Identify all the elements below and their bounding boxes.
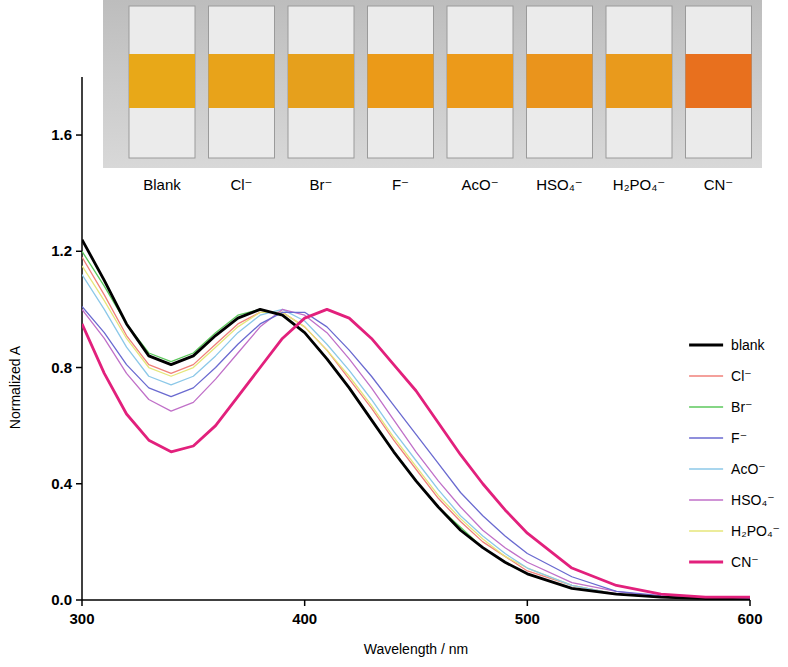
x-tick-label: 400 [292,610,317,627]
y-tick [76,251,82,253]
sensor-film [447,54,513,108]
photo-label: F⁻ [392,176,409,193]
x-tick [81,600,83,606]
spectrum-line [82,251,750,600]
x-tick [749,600,751,606]
plot-lines [82,240,750,600]
x-tick [527,600,529,606]
legend-label: Br⁻ [731,399,752,415]
legend-label: AcO⁻ [731,461,766,477]
sensor-film [129,54,195,108]
sensor-film [606,54,672,108]
glass-slide [129,6,195,158]
legend-label: CN⁻ [731,554,759,570]
sensor-film [686,54,752,108]
x-axis [82,599,750,601]
legend-label: Cl⁻ [731,368,752,384]
legend-label: F⁻ [731,430,747,446]
glass-slide [527,6,593,158]
x-tick-label: 300 [69,610,94,627]
x-tick-label: 500 [515,610,540,627]
y-axis-title: Normalized A [7,345,23,429]
glass-slide [447,6,513,158]
photo-background [103,0,762,168]
legend-swatch [689,468,723,469]
legend-swatch [689,344,723,347]
photo-label: Blank [143,176,181,193]
y-tick-label: 0.8 [51,359,72,376]
legend: blank Cl⁻ Br⁻ F⁻ AcO⁻ HSO₄⁻ H₂PO₄⁻ CN⁻ [686,334,783,573]
spectrum-line [82,275,750,600]
glass-slide [368,6,434,158]
photo-label: AcO⁻ [461,176,498,193]
glass-slide [288,6,354,158]
y-tick-label: 1.2 [51,242,72,259]
spectrum-line [82,309,750,597]
spectrum-line [82,309,750,600]
legend-swatch [689,561,723,564]
photo-label: Br⁻ [310,176,333,193]
y-tick [76,367,82,369]
photo-inset [103,0,762,168]
y-tick [76,483,82,485]
spectrum-line [82,266,750,600]
y-axis [81,77,83,600]
glass-slide [209,6,275,158]
spectrum-line [82,306,750,598]
legend-swatch [689,499,723,500]
sensor-film [527,54,593,108]
legend-swatch [689,530,723,531]
glass-slide [606,6,672,158]
legend-swatch [689,406,723,407]
spectrum-line [82,240,750,600]
chart: 0.0 0.4 0.8 1.2 1.6 300 400 500 600 Wavelength / … [0,0,788,667]
legend-label: HSO₄⁻ [731,492,774,508]
y-tick-label: 0.4 [51,475,73,492]
x-tick-label: 600 [737,610,762,627]
glass-slide [686,6,752,158]
legend-label: H₂PO₄⁻ [731,523,780,539]
legend-swatch [689,437,723,438]
x-tick [304,600,306,606]
photo-label: H₂PO₄⁻ [613,176,665,193]
sensor-film [368,54,434,108]
photo-label: CN⁻ [704,176,734,193]
y-tick [76,599,82,601]
x-axis-title: Wavelength / nm [364,641,469,657]
y-tick-label: 0.0 [51,591,72,608]
sensor-film [209,54,275,108]
y-tick [76,134,82,136]
legend-label: blank [731,337,765,353]
legend-background [686,334,783,573]
photo-label: Cl⁻ [230,176,252,193]
spectrum-line [82,257,750,600]
y-tick-label: 1.6 [51,126,72,143]
photo-label: HSO₄⁻ [536,176,583,193]
legend-swatch [689,375,723,376]
sensor-film [288,54,354,108]
